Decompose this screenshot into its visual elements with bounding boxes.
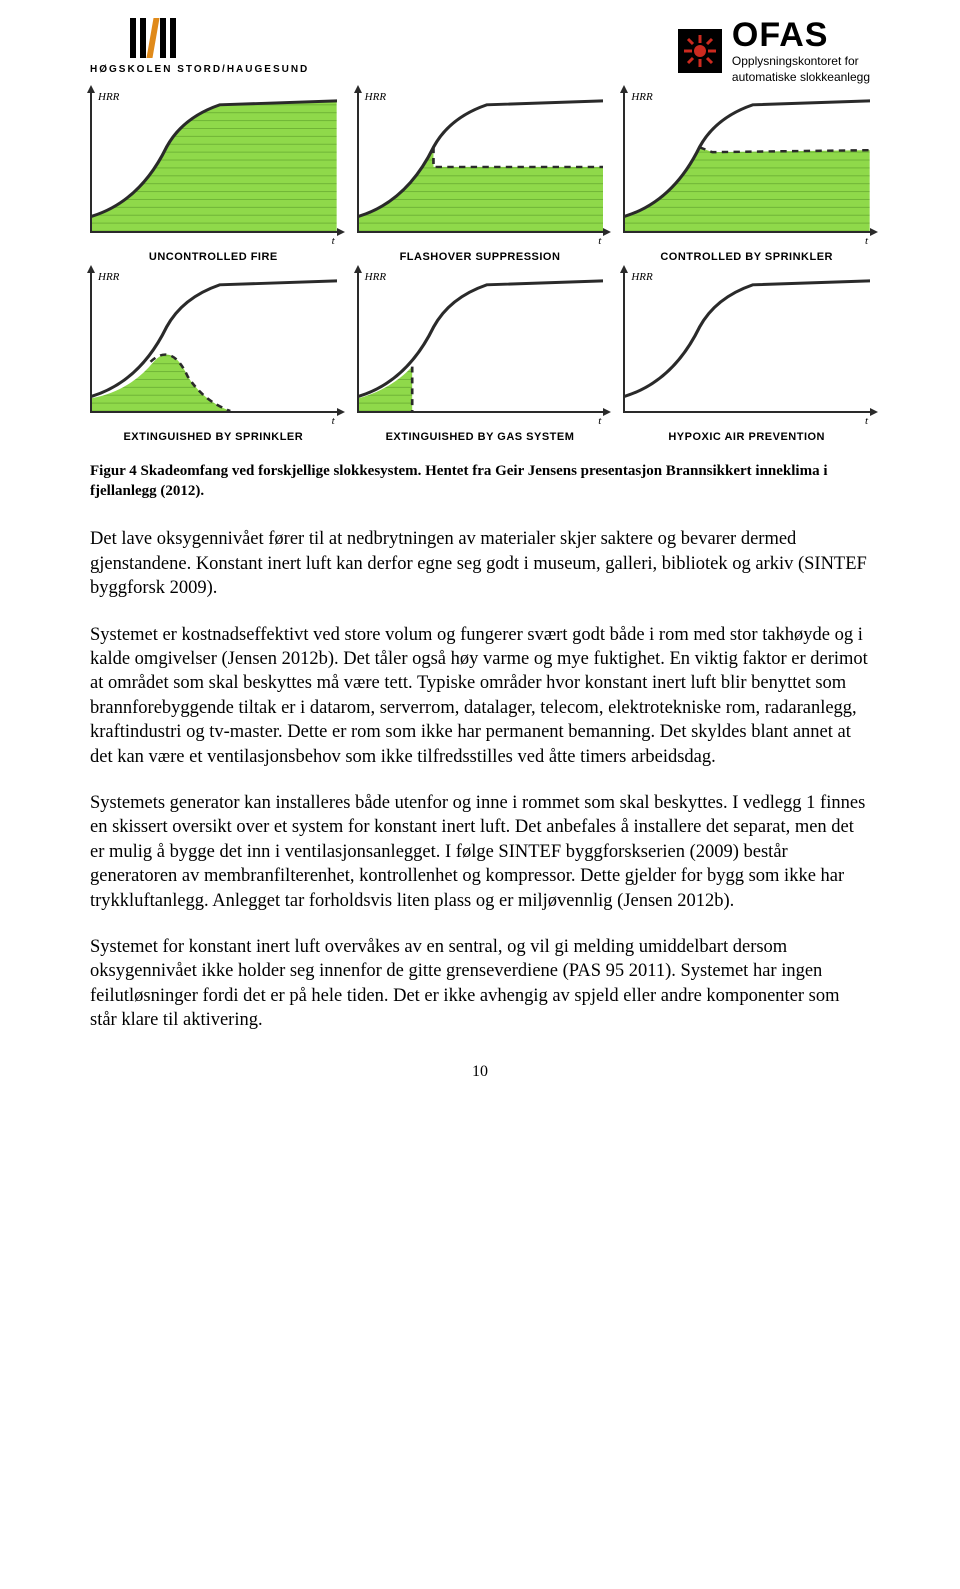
chart-panel: HRRt	[90, 93, 337, 233]
logo-ofas: OFAS Opplysningskontoret for automatiske…	[678, 18, 870, 85]
chart-caption: FLASHOVER SUPPRESSION	[400, 251, 561, 263]
body-text: Det lave oksygennivået fører til at nedb…	[90, 527, 870, 1032]
chart-caption: EXTINGUISHED BY SPRINKLER	[123, 431, 303, 443]
chart-caption: UNCONTROLLED FIRE	[149, 251, 278, 263]
chart-2: HRRt CONTROLLED BY SPRINKLER	[623, 93, 870, 263]
logo-hsh: HØGSKOLEN STORD/HAUGESUND	[90, 18, 309, 75]
figure-caption: Figur 4 Skadeomfang ved forskjellige slo…	[90, 461, 870, 502]
page-number: 10	[90, 1063, 870, 1081]
paragraph: Systemets generator kan installeres både…	[90, 791, 870, 913]
x-axis-label: t	[598, 415, 601, 427]
paragraph: Det lave oksygennivået fører til at nedb…	[90, 527, 870, 600]
charts-grid: HRRt UNCONTROLLED FIRE HRRt FLASHOVER SUPPR…	[90, 93, 870, 443]
paragraph: Systemet er kostnadseffektivt ved store …	[90, 623, 870, 769]
chart-panel: HRRt	[357, 93, 604, 233]
chart-1: HRRt FLASHOVER SUPPRESSION	[357, 93, 604, 263]
chart-panel: HRRt	[623, 93, 870, 233]
x-axis-label: t	[332, 235, 335, 247]
chart-caption: HYPOXIC AIR PREVENTION	[668, 431, 825, 443]
x-axis-label: t	[865, 235, 868, 247]
chart-panel: HRRt	[623, 273, 870, 413]
x-axis-label: t	[332, 415, 335, 427]
hsh-logo-text: HØGSKOLEN STORD/HAUGESUND	[90, 64, 309, 75]
chart-4: HRRt EXTINGUISHED BY GAS SYSTEM	[357, 273, 604, 443]
x-axis-label: t	[865, 415, 868, 427]
chart-caption: CONTROLLED BY SPRINKLER	[660, 251, 833, 263]
header-logos: HØGSKOLEN STORD/HAUGESUND OFAS Opplysnin…	[90, 18, 870, 85]
chart-panel: HRRt	[357, 273, 604, 413]
ofas-subtitle-2: automatiske slokkeanlegg	[732, 70, 870, 84]
paragraph: Systemet for konstant inert luft overvåk…	[90, 935, 870, 1033]
chart-0: HRRt UNCONTROLLED FIRE	[90, 93, 337, 263]
ofas-logo-text: OFAS	[732, 18, 870, 52]
ofas-gear-icon	[678, 29, 722, 73]
x-axis-label: t	[598, 235, 601, 247]
hsh-mark-icon	[130, 18, 309, 58]
chart-5: HRRt HYPOXIC AIR PREVENTION	[623, 273, 870, 443]
chart-3: HRRt EXTINGUISHED BY SPRINKLER	[90, 273, 337, 443]
chart-panel: HRRt	[90, 273, 337, 413]
ofas-subtitle-1: Opplysningskontoret for	[732, 54, 870, 68]
chart-caption: EXTINGUISHED BY GAS SYSTEM	[386, 431, 575, 443]
